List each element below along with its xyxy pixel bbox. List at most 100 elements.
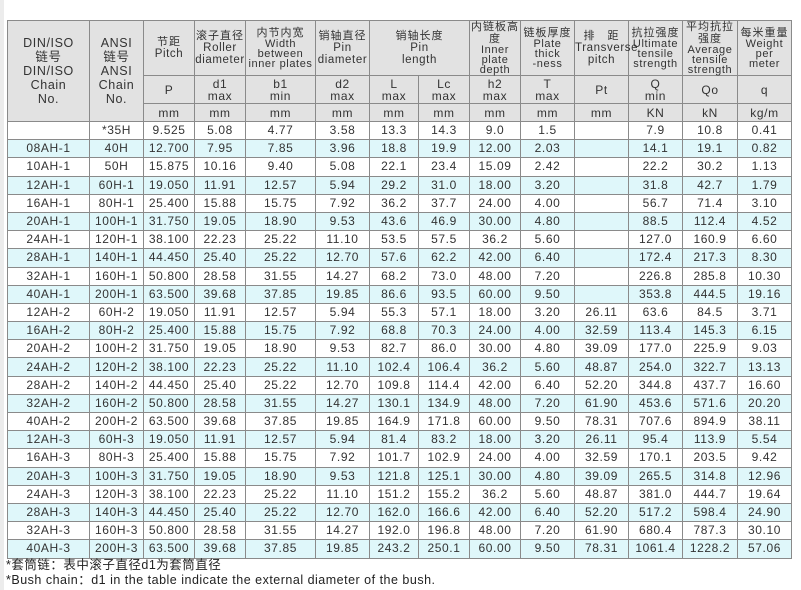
table-cell: 680.4 [628,521,683,541]
table-cell: 7.92 [315,448,370,468]
table-cell: 12.57 [245,302,316,323]
header-unit-1: mm [194,103,246,122]
table-cell: 1.79 [737,175,792,195]
symbol-label: Q [650,76,661,91]
table-cell: 5.08 [315,157,370,177]
header-label: DIN/ISO [23,36,74,50]
header-label-zh: 平均抗拉强度 [686,21,734,45]
table-row: 32AH-3 160H-3 50.800 28.58 31.55 14.27 192.0 19… [7,521,801,541]
table-cell: 53.5 [369,230,419,250]
table-cell: 37.85 [245,284,316,304]
table-cell: 19.050 [143,430,195,450]
header-label-en: Width [264,38,297,50]
table-cell: 9.03 [737,339,792,359]
table-cell: 125.1 [418,466,470,486]
table-cell: 4.00 [520,193,575,213]
symbol-label: min [644,88,667,103]
table-cell: 101.7 [369,448,419,468]
header-label-en: Pitch [154,48,184,60]
cell-ansi-chain-no: 140H-3 [89,502,144,523]
table-cell: 113.4 [628,321,683,341]
table-cell: 171.8 [418,411,470,432]
header-symbol-6: h2 max [469,75,521,104]
header-label-en: strength [633,58,678,70]
table-cell: 11.10 [315,357,370,377]
header-label-en: No. [105,92,128,106]
header-col-7: 链板厚度 Plate thick -ness [520,20,575,76]
table-cell: 39.68 [194,539,246,559]
cell-ansi-chain-no: 100H-3 [89,466,144,486]
symbol-label: Pt [595,82,608,97]
table-cell: 25.400 [143,448,195,468]
table-cell: 31.55 [245,521,316,541]
cell-ansi-chain-no: 100H-2 [89,339,144,359]
table-cell: 31.750 [143,211,195,232]
table-cell: 225.9 [682,339,738,359]
header-label-en: strength [687,64,733,76]
table-row: 28AH-1 140H-1 44.450 25.40 25.22 12.70 57.6 62.… [7,248,801,268]
table-cell: 121.8 [369,466,419,486]
table-row: 10AH-1 50H 15.875 10.16 9.40 5.08 22.1 23.4 15.0… [7,157,801,177]
header-label-zh: 内节内宽 [256,27,305,39]
table-cell [574,211,629,232]
table-cell: 50.800 [143,393,195,414]
table-cell: 151.2 [369,484,419,504]
table-cell: 25.22 [245,357,316,377]
table-cell: 36.2 [369,193,419,213]
table-cell: 24.00 [469,448,521,468]
table-cell: 164.9 [369,411,419,432]
table-cell: 25.400 [143,321,195,341]
header-col-1: 滚子直径 Roller diameter [194,20,246,76]
header-label-en: diameter [195,54,245,66]
table-cell: 19.05 [194,211,246,232]
table-cell: 127.0 [628,230,683,250]
table-cell: 113.9 [682,430,738,450]
table-cell: 36.2 [469,484,521,504]
table-cell: 2.03 [520,139,575,159]
table-row: 16AH-1 80H-1 25.400 15.88 15.75 7.92 36.2 37.7 2… [7,193,801,213]
table-cell: 15.88 [194,448,246,468]
table-cell: 12.57 [245,175,316,195]
header-row-titles: DIN/ISO 链号 DIN/ISO Chain No. ANSI 链号 ANSI Chain N… [7,20,801,122]
table-cell: 9.50 [520,539,575,559]
cell-din-chain-no: 32AH-3 [7,521,90,541]
table-cell: 9.53 [315,211,370,232]
table-cell: 12.00 [469,139,521,159]
table-cell: 68.2 [369,266,419,286]
table-cell: 3.96 [315,139,370,159]
header-col-9: 抗拉强度 Ultimate tensile strength [628,20,683,76]
table-cell: 32.59 [574,321,629,341]
table-cell: 109.8 [369,375,419,395]
table-cell: 73.0 [418,266,470,286]
header-label-en: between [257,48,304,60]
table-cell: 44.450 [143,502,195,523]
table-cell: 11.91 [194,430,246,450]
table-cell [574,139,629,159]
header-symbol-2: b1 min [245,75,316,104]
table-cell: 9.50 [520,411,575,432]
table-row: 20AH-3 100H-3 31.750 19.05 18.90 9.53 121.8 125… [7,466,801,486]
symbol-label: max [207,88,233,103]
cell-ansi-chain-no: 60H-1 [89,175,144,195]
cell-din-chain-no: 20AH-3 [7,466,90,486]
cell-din-chain-no: 16AH-2 [7,321,90,341]
table-cell: 81.4 [369,430,419,450]
table-cell: 5.08 [194,120,246,141]
table-cell: 70.3 [418,321,470,341]
table-row: 12AH-3 60H-3 19.050 11.91 12.57 5.94 81.4 83.2 1… [7,430,801,450]
table-cell: 25.40 [194,248,246,268]
table-cell: 5.94 [315,302,370,323]
table-cell: 11.10 [315,230,370,250]
header-label-en: Plate [533,38,562,50]
table-cell: 15.88 [194,321,246,341]
table-cell: 177.0 [628,339,683,359]
table-cell: 18.90 [245,339,316,359]
table-cell: 4.80 [520,339,575,359]
table-cell: 82.7 [369,339,419,359]
table-cell: 30.00 [469,339,521,359]
table-cell: 7.95 [194,139,246,159]
cell-din-chain-no: 16AH-3 [7,448,90,468]
header-symbol-8: Pt [574,75,629,104]
